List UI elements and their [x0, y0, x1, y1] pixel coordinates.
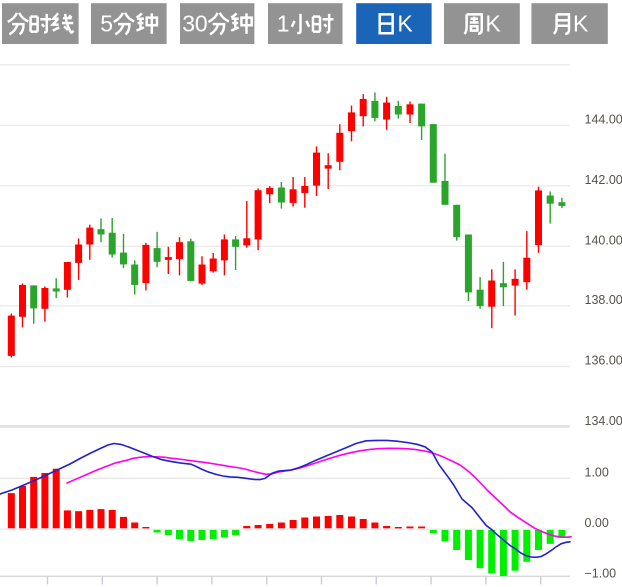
svg-text:K: K: [485, 11, 501, 37]
svg-text:−1.00: −1.00: [585, 567, 617, 581]
svg-text:140.00: 140.00: [585, 233, 622, 247]
svg-text:144.00: 144.00: [585, 112, 622, 126]
svg-text:3: 3: [182, 11, 195, 37]
svg-text:0: 0: [195, 11, 208, 37]
svg-text:134.00: 134.00: [585, 414, 622, 428]
svg-text:K: K: [573, 11, 589, 37]
svg-text:142.00: 142.00: [585, 173, 622, 187]
svg-text:1: 1: [277, 11, 290, 37]
svg-text:136.00: 136.00: [585, 354, 622, 368]
svg-text:0.00: 0.00: [585, 516, 609, 530]
svg-text:1.00: 1.00: [585, 465, 609, 479]
svg-text:K: K: [397, 11, 413, 37]
svg-text:5: 5: [100, 11, 113, 37]
svg-text:138.00: 138.00: [585, 293, 622, 307]
